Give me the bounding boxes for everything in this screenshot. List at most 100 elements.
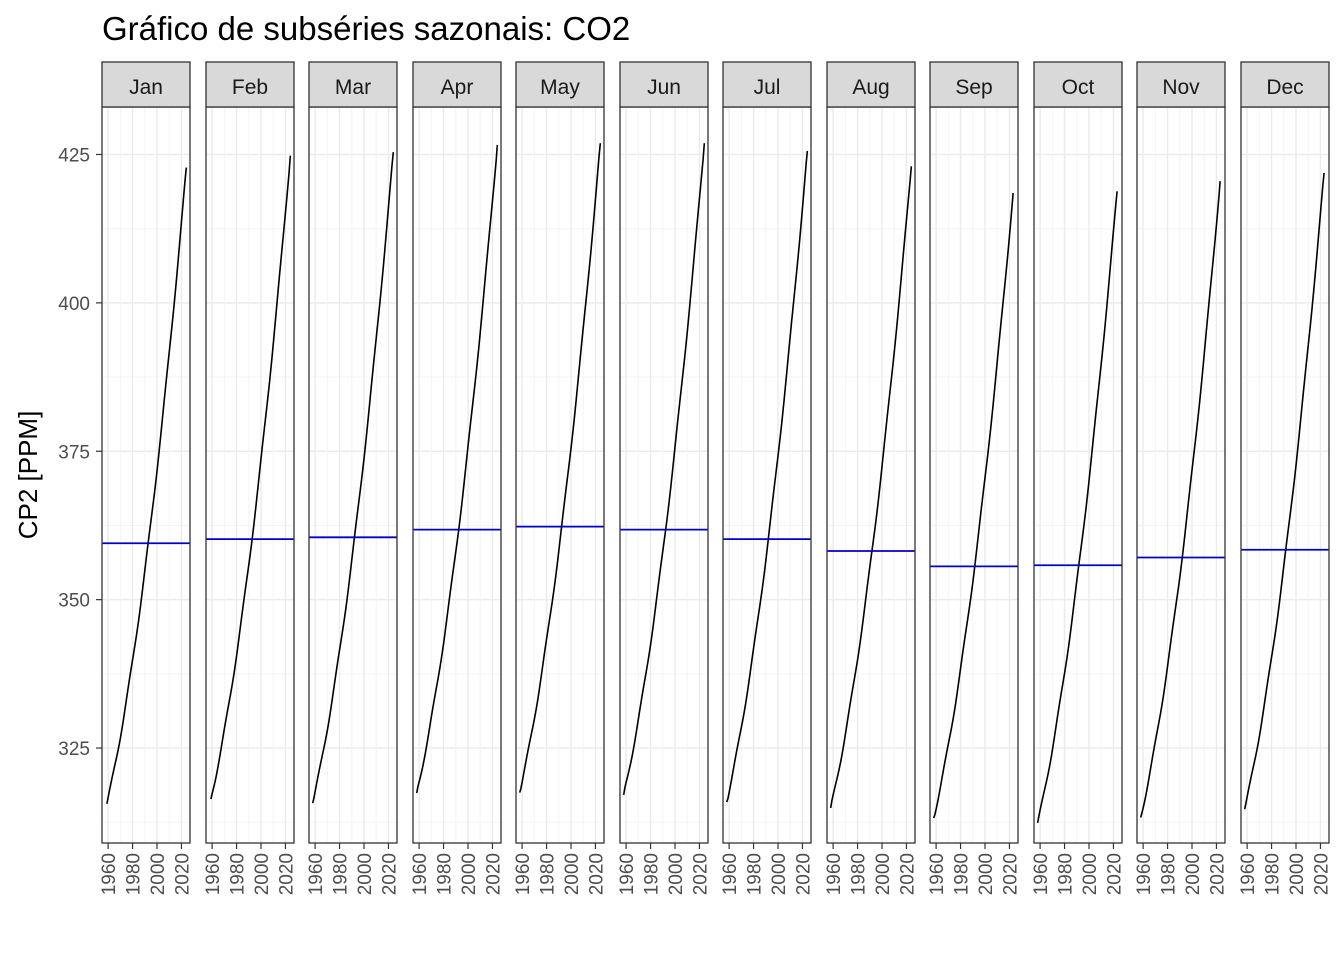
panel-background	[309, 107, 397, 843]
x-tick-label: 2020	[1104, 853, 1125, 895]
x-tick-label: 2020	[276, 853, 297, 895]
facet-strip	[101, 61, 191, 108]
x-tick-label: 2020	[586, 853, 607, 895]
facet-strip-label: Oct	[1062, 76, 1095, 99]
panel-background	[206, 107, 294, 843]
x-tick-label: 1960	[513, 853, 534, 895]
y-axis: 325 350 375 400 425	[58, 145, 102, 760]
panel-background	[723, 107, 811, 843]
y-tick-label: 400	[58, 294, 90, 315]
facet-strip	[929, 61, 1019, 108]
panel-background	[516, 107, 604, 843]
facet-panel-dec: Dec 1960 1980 2000 2020	[1238, 61, 1332, 895]
x-tick-label: 2000	[873, 853, 894, 895]
y-tick-label: 375	[58, 442, 90, 463]
facet-strip-label: Nov	[1162, 76, 1200, 99]
facet-strip-label: Aug	[852, 76, 889, 99]
x-tick-label: 2020	[483, 853, 504, 895]
x-tick-label: 2000	[562, 853, 583, 895]
series-line-feb	[210, 155, 292, 800]
series-line-apr	[415, 144, 499, 794]
panel-background	[827, 107, 915, 843]
x-tick-label: 1960	[1238, 853, 1259, 895]
series-line-sep	[932, 192, 1014, 819]
chart-title: Gráfico de subséries sazonais: CO2	[102, 10, 630, 47]
facet-strip	[515, 61, 605, 108]
x-tick-label: 1980	[228, 853, 249, 895]
series-line-aug	[829, 166, 913, 809]
series-line-jan	[106, 167, 188, 804]
facet-strip	[722, 61, 812, 108]
x-tick-label: 1980	[1263, 853, 1284, 895]
x-tick-label: 1960	[1031, 853, 1052, 895]
x-tick-label: 1980	[745, 853, 766, 895]
x-tick-label: 1960	[927, 853, 948, 895]
y-tick-label: 425	[58, 145, 90, 166]
facet-strip-label: Sep	[955, 76, 992, 99]
x-tick-label: 1960	[720, 853, 741, 895]
x-tick-label: 2020	[172, 853, 193, 895]
facet-strip	[826, 61, 916, 108]
facet-panel-sep: Sep 1960 1980 2000 2020	[927, 61, 1021, 895]
facet-strip-label: May	[540, 76, 580, 99]
series-line-jul	[725, 150, 809, 803]
facet-strip-label: Dec	[1266, 76, 1303, 99]
facet-strip	[619, 61, 709, 108]
facet-strip-label: Jun	[647, 76, 681, 99]
facet-panel-oct: Oct 1960 1980 2000 2020	[1031, 61, 1125, 895]
x-tick-label: 1960	[99, 853, 120, 895]
series-line-dec	[1243, 172, 1325, 810]
series-line-may	[518, 143, 602, 793]
facet-strip	[205, 61, 295, 108]
x-tick-label: 2020	[897, 853, 918, 895]
x-tick-label: 1960	[203, 853, 224, 895]
facet-strip-label: Jan	[129, 76, 163, 99]
panel-background	[413, 107, 501, 843]
facet-panel-mar: Mar 1960 1980 2000 2020	[306, 61, 400, 895]
panel-background	[1034, 107, 1122, 843]
facet-strip	[1240, 61, 1330, 108]
panel-background	[102, 107, 190, 843]
facet-strip-label: Apr	[441, 76, 474, 99]
x-tick-label: 2000	[1183, 853, 1204, 895]
x-tick-label: 2020	[379, 853, 400, 895]
facet-strip-label: Mar	[335, 76, 371, 99]
x-tick-label: 1980	[538, 853, 559, 895]
y-tick-label: 325	[58, 739, 90, 760]
panel-background	[620, 107, 708, 843]
x-tick-label: 2020	[793, 853, 814, 895]
x-tick-label: 1960	[1134, 853, 1155, 895]
facet-panel-aug: Aug 1960 1980 2000 2020	[824, 61, 918, 895]
x-tick-label: 1980	[849, 853, 870, 895]
panel-background	[930, 107, 1018, 843]
x-tick-label: 2000	[1287, 853, 1308, 895]
facet-strip-label: Feb	[232, 76, 268, 99]
x-tick-label: 1980	[124, 853, 145, 895]
facet-strip	[308, 61, 398, 108]
series-line-nov	[1139, 181, 1221, 818]
x-tick-label: 1960	[824, 853, 845, 895]
x-tick-label: 1980	[435, 853, 456, 895]
x-tick-label: 1980	[642, 853, 663, 895]
x-tick-label: 2020	[1207, 853, 1228, 895]
x-tick-label: 2020	[1000, 853, 1021, 895]
x-tick-label: 2020	[1311, 853, 1332, 895]
x-tick-label: 2000	[148, 853, 169, 895]
y-axis-label: CP2 [PPM]	[13, 411, 43, 540]
series-line-oct	[1036, 191, 1118, 823]
x-tick-label: 1980	[1056, 853, 1077, 895]
facet-strip	[1033, 61, 1123, 108]
x-tick-label: 1980	[1159, 853, 1180, 895]
y-tick-label: 350	[58, 591, 90, 612]
x-tick-label: 2000	[666, 853, 687, 895]
x-tick-label: 2000	[355, 853, 376, 895]
facet-panel-jul: Jul 1960 1980 2000 2020	[720, 61, 814, 895]
x-tick-label: 2000	[252, 853, 273, 895]
panel-background	[1137, 107, 1225, 843]
facet-panel-nov: Nov 1960 1980 2000 2020	[1134, 61, 1228, 895]
x-tick-label: 1960	[617, 853, 638, 895]
facet-strip-label: Jul	[754, 76, 781, 99]
x-tick-label: 2020	[690, 853, 711, 895]
